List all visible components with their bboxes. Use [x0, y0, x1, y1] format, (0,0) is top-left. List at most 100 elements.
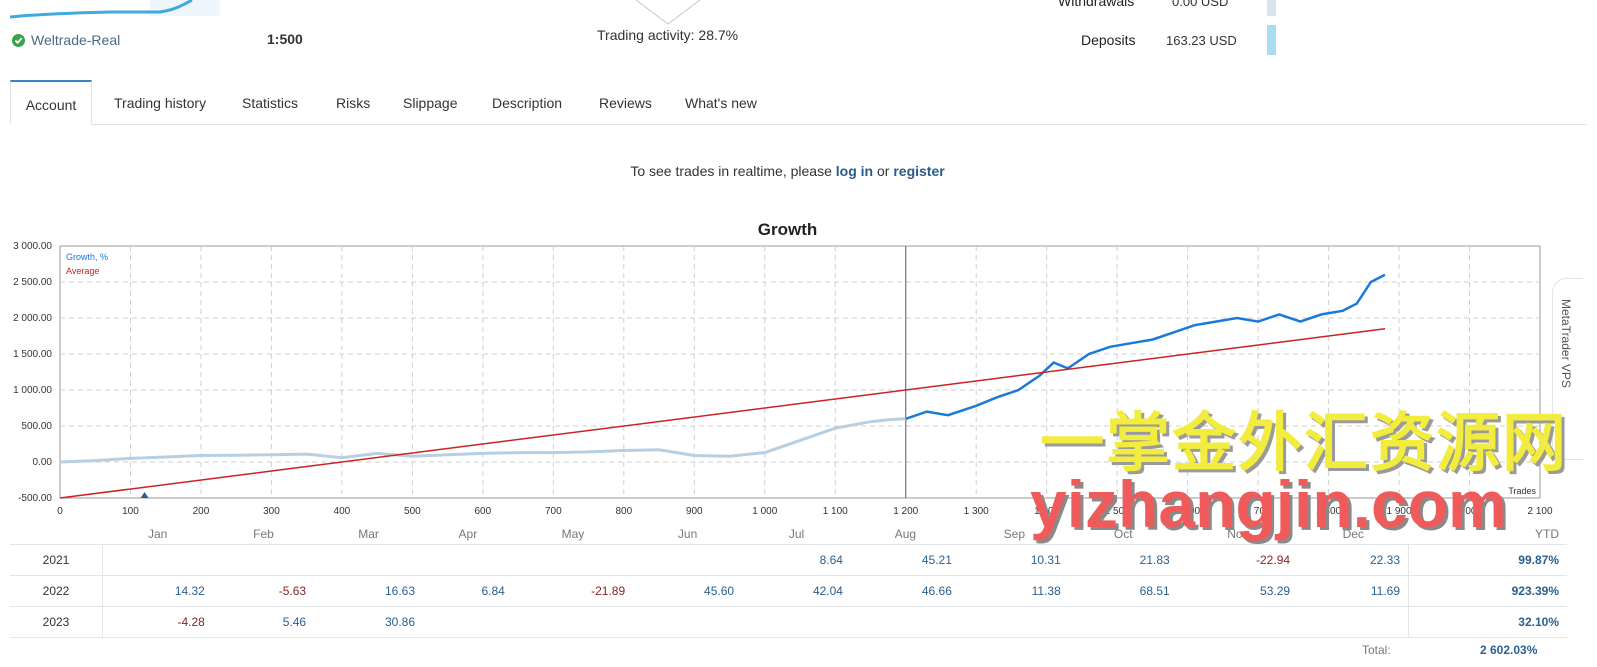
month-value-cell: [850, 606, 960, 638]
month-value-cell: 68.51: [1068, 575, 1178, 607]
month-value-cell: 8.64: [742, 544, 851, 576]
tab-slippage[interactable]: Slippage: [403, 95, 458, 111]
x-tick-label: 700: [545, 506, 562, 517]
month-value-cell: -5.63: [212, 575, 315, 607]
ytd-cell: 32.10%: [1408, 606, 1567, 638]
tab-trading-history[interactable]: Trading history: [114, 95, 207, 111]
month-value-cell: [423, 606, 513, 638]
y-tick-label: 1 000.00: [13, 385, 52, 396]
y-tick-label: 3 000.00: [13, 241, 52, 252]
metatrader-vps-widget[interactable]: MetaTrader VPS: [1552, 278, 1583, 460]
month-value-cell: 42.04: [742, 575, 851, 607]
month-value-cell: 11.38: [959, 575, 1069, 607]
realtime-prefix: To see trades in realtime, please: [630, 163, 832, 179]
month-value-cell: 6.84: [423, 575, 513, 607]
table-header-row: Jan Feb Mar Apr May Jun Jul Aug Sep Oct …: [10, 524, 1567, 545]
tab-reviews[interactable]: Reviews: [599, 95, 652, 111]
month-value-cell: 14.32: [102, 575, 213, 607]
ytd-header: YTD: [1408, 524, 1567, 545]
total-value: 2 602.03%: [1480, 643, 1538, 657]
month-value-cell: [1068, 606, 1178, 638]
month-header: Dec: [1298, 524, 1409, 545]
deposit-marker: [140, 492, 149, 498]
y-tick-label: 500.00: [21, 421, 52, 432]
x-tick-label: 1 200: [893, 506, 918, 517]
x-tick-label: 300: [263, 506, 280, 517]
chart-title: Growth: [757, 220, 818, 239]
month-value-cell: 45.60: [633, 575, 743, 607]
month-value-cell: 30.86: [314, 606, 423, 638]
month-value-cell: [212, 544, 315, 576]
ytd-cell: 99.87%: [1408, 544, 1567, 576]
x-axis-label: Trades: [1508, 486, 1536, 496]
tab-statistics[interactable]: Statistics: [242, 95, 299, 111]
realtime-notice: To see trades in realtime, please log in…: [0, 163, 1575, 179]
month-header: Sep: [959, 524, 1069, 545]
month-header: May: [512, 524, 634, 545]
y-tick-label: -500.00: [18, 493, 52, 504]
deposits-value: 163.23 USD: [1166, 33, 1237, 48]
table-row: 2021 8.64 45.21 10.31 21.83 -22.94 22.33 99.87%: [10, 544, 1567, 576]
tab-account[interactable]: Account: [10, 80, 92, 125]
month-value-cell: [633, 606, 743, 638]
x-tick-label: 1 400: [1034, 506, 1059, 517]
year-cell: 2022: [10, 575, 103, 607]
month-value-cell: 11.69: [1298, 575, 1409, 607]
login-link[interactable]: log in: [835, 163, 874, 179]
month-value-cell: 22.33: [1298, 544, 1409, 576]
month-value-cell: 5.46: [212, 606, 315, 638]
month-header: Feb: [212, 524, 315, 545]
month-header: Oct: [1068, 524, 1178, 545]
x-tick-label: 0: [57, 506, 63, 517]
y-tick-label: 0.00: [33, 457, 53, 468]
verified-icon: [12, 33, 25, 47]
month-value-cell: [102, 544, 213, 576]
month-value-cell: [512, 606, 634, 638]
tab-risks[interactable]: Risks: [336, 95, 371, 111]
tab-whats-new[interactable]: What's new: [685, 95, 757, 111]
month-value-cell: 16.63: [314, 575, 423, 607]
x-tick-label: 400: [334, 506, 351, 517]
month-header: Jan: [102, 524, 213, 545]
account-sparkline: [10, 0, 220, 19]
x-tick-label: 1 500: [1105, 506, 1130, 517]
average-line: [59, 328, 1386, 499]
month-value-cell: [633, 544, 743, 576]
x-tick-label: 600: [475, 506, 492, 517]
month-value-cell: 53.29: [1177, 575, 1299, 607]
legend-growth: Growth, %: [66, 252, 108, 262]
x-tick-label: 1 800: [1316, 506, 1341, 517]
month-value-cell: -21.89: [512, 575, 634, 607]
x-tick-label: 2 100: [1527, 506, 1552, 517]
month-value-cell: 21.83: [1068, 544, 1178, 576]
account-broker[interactable]: Weltrade-Real: [12, 31, 120, 49]
monthly-returns-table: Jan Feb Mar Apr May Jun Jul Aug Sep Oct …: [10, 524, 1567, 638]
x-tick-label: 1 600: [1175, 506, 1200, 517]
tab-description[interactable]: Description: [492, 95, 563, 111]
y-tick-label: 2 500.00: [13, 277, 52, 288]
month-value-cell: [1298, 606, 1409, 638]
growth-chart[interactable]: 3 000.00 2 500.00 2 000.00 1 500.00 1 000.00…: [0, 236, 1570, 524]
withdrawals-bar: [1267, 0, 1276, 16]
x-tick-label: 1 000: [752, 506, 777, 517]
x-tick-label: 2 000: [1457, 506, 1482, 517]
y-tick-label: 2 000.00: [13, 313, 52, 324]
x-tick-label: 800: [615, 506, 632, 517]
month-value-cell: [1177, 606, 1299, 638]
table-row: 2022 14.32 -5.63 16.63 6.84 -21.89 45.60 42.04 4…: [10, 575, 1567, 607]
x-tick-label: 1 700: [1246, 506, 1271, 517]
x-tick-label: 1 300: [964, 506, 989, 517]
tab-bar: Account Trading history Statistics Risks…: [10, 80, 1587, 125]
x-tick-label: 900: [686, 506, 703, 517]
month-value-cell: [314, 544, 423, 576]
month-value-cell: -4.28: [102, 606, 213, 638]
legend-average: Average: [66, 266, 99, 276]
month-value-cell: 10.31: [959, 544, 1069, 576]
register-link[interactable]: register: [893, 163, 945, 179]
x-tick-label: 200: [193, 506, 210, 517]
withdrawals-label: Withdrawals: [1058, 0, 1135, 9]
watermark-cn: 一掌金外汇资源网: [1040, 407, 1568, 481]
total-label: Total:: [1362, 643, 1391, 657]
deposits-label: Deposits: [1081, 32, 1136, 48]
year-cell: 2021: [10, 544, 103, 576]
